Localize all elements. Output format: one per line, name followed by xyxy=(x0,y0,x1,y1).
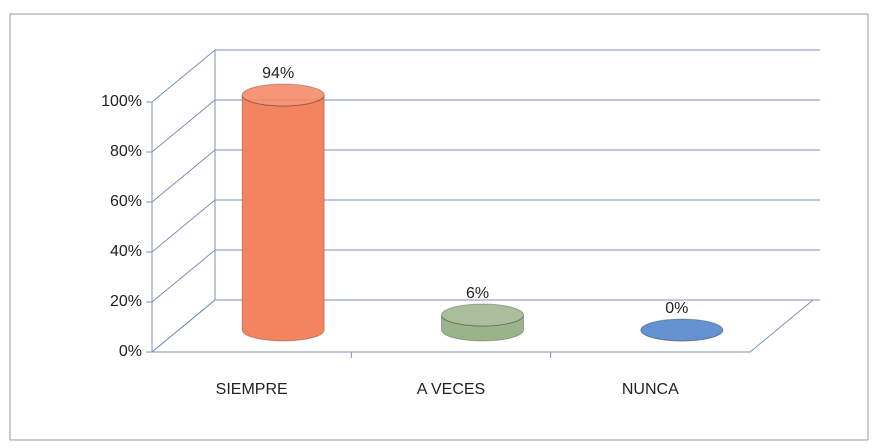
value-label: 0% xyxy=(665,300,688,317)
grid-line xyxy=(151,249,820,303)
y-tick-label: 80% xyxy=(110,143,142,160)
grid-line xyxy=(151,199,820,253)
x-tick-label: SIEMPRE xyxy=(216,381,288,398)
cylinder-body xyxy=(241,94,325,342)
grid-line xyxy=(151,99,820,153)
x-tick-label: A VECES xyxy=(417,381,485,398)
x-tick-label: NUNCA xyxy=(622,381,679,398)
cylinder-top xyxy=(241,83,325,107)
value-label: 94% xyxy=(262,65,294,82)
y-tick-label: 0% xyxy=(119,343,142,360)
y-tick-label: 40% xyxy=(110,243,142,260)
chart-frame xyxy=(9,13,869,441)
y-tick-label: 60% xyxy=(110,193,142,210)
cylinder-top xyxy=(441,303,524,327)
grid-line xyxy=(151,149,820,203)
cylinder-top xyxy=(640,318,724,342)
value-label: 6% xyxy=(466,285,489,302)
y-tick-label: 100% xyxy=(101,93,142,110)
grid-line xyxy=(151,49,820,103)
grid-line xyxy=(151,299,820,353)
y-tick-label: 20% xyxy=(110,293,142,310)
